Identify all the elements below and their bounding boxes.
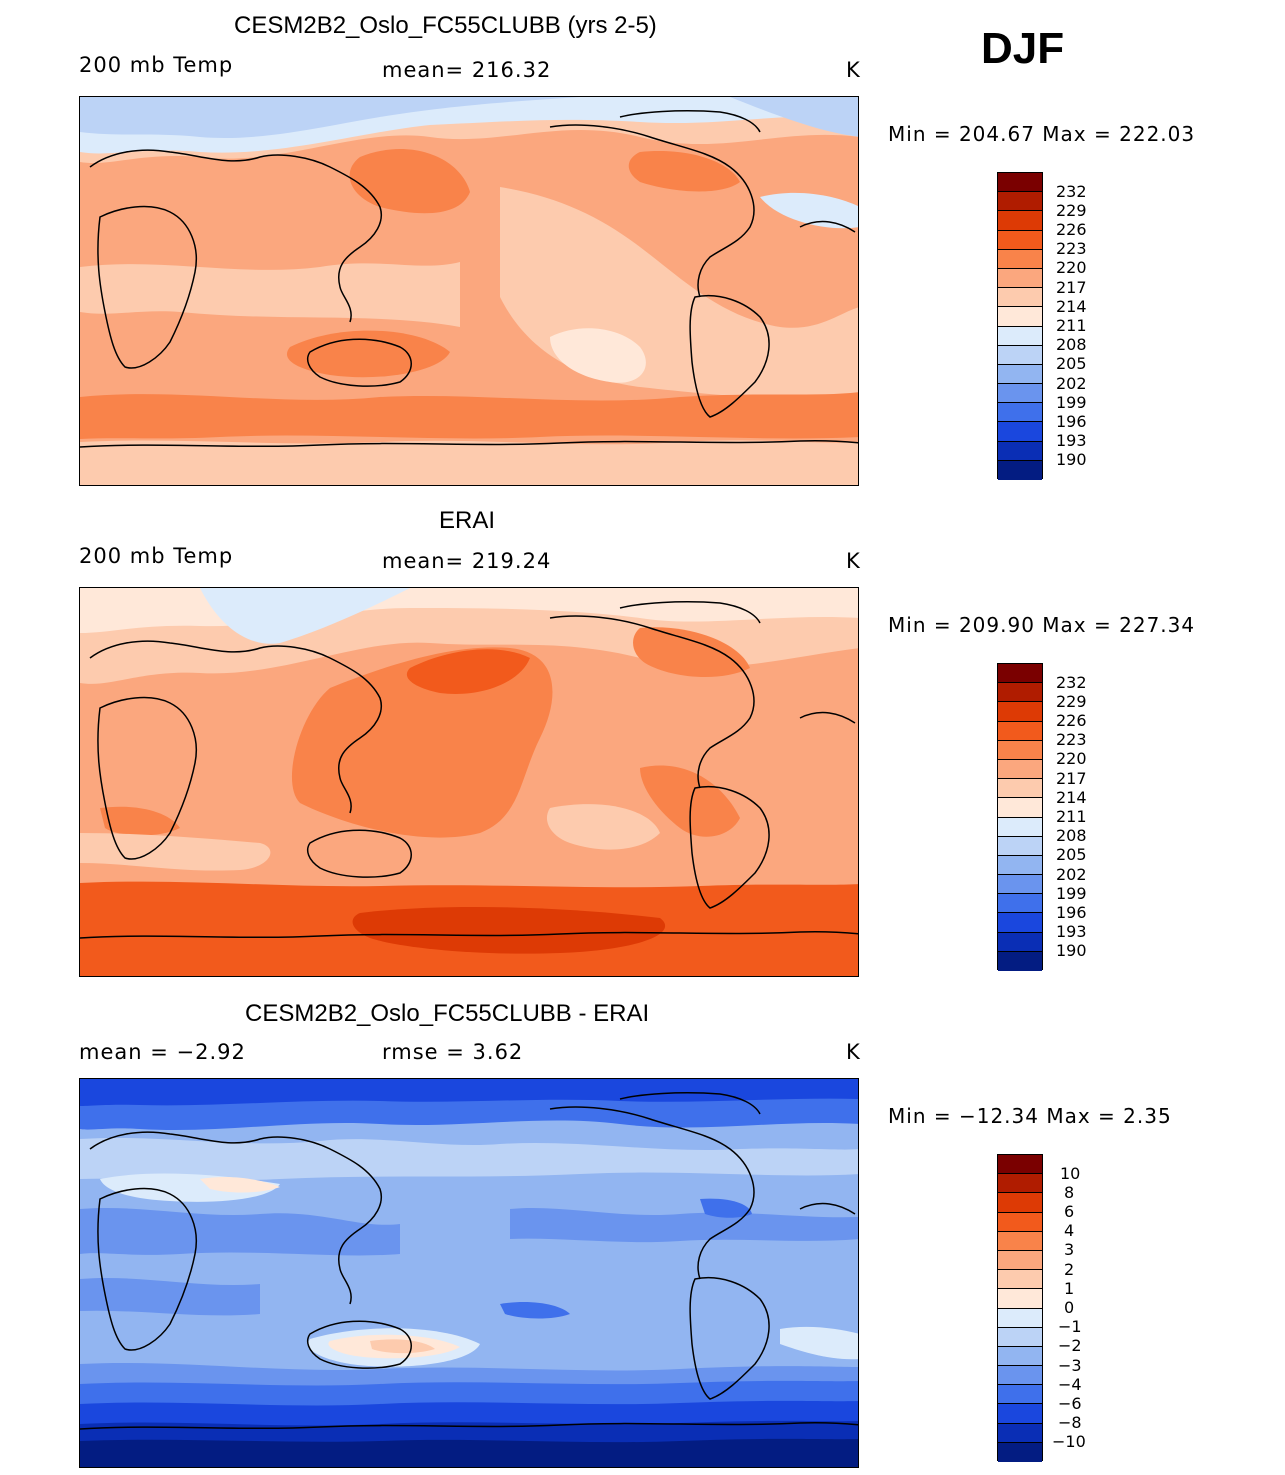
panel1-title: CESM2B2_Oslo_FC55CLUBB (yrs 2-5) bbox=[234, 12, 657, 39]
panel2-minmax: Min = 209.90 Max = 227.34 bbox=[888, 613, 1196, 637]
colorbar-tick: 199 bbox=[1056, 393, 1087, 412]
panel2-units-label: K bbox=[846, 549, 861, 573]
colorbar-tick: 205 bbox=[1056, 354, 1087, 373]
colorbar-tick: 232 bbox=[1056, 182, 1087, 201]
panel2-title: ERAI bbox=[439, 507, 496, 534]
colorbar-tick: 0 bbox=[1064, 1298, 1075, 1317]
colorbar-tick: 196 bbox=[1056, 412, 1087, 431]
panel2-variable-label: 200 mb Temp bbox=[79, 544, 234, 568]
colorbar-tick: 193 bbox=[1056, 922, 1087, 941]
panel2-map bbox=[79, 587, 859, 977]
panel1-mean-label: mean= 216.32 bbox=[382, 58, 552, 82]
panel1-minmax: Min = 204.67 Max = 222.03 bbox=[888, 122, 1196, 146]
panel3-mean-label: mean = −2.92 bbox=[79, 1040, 246, 1064]
colorbar-tick: 202 bbox=[1056, 374, 1087, 393]
colorbar-tick: 2 bbox=[1064, 1260, 1075, 1279]
colorbar-tick: 10 bbox=[1060, 1164, 1081, 1183]
colorbar-tick: −2 bbox=[1058, 1336, 1082, 1355]
panel3-minmax: Min = −12.34 Max = 2.35 bbox=[888, 1104, 1172, 1128]
panel3-colorbar bbox=[997, 1154, 1043, 1462]
colorbar-tick: 208 bbox=[1056, 826, 1087, 845]
colorbar-tick: 190 bbox=[1056, 941, 1087, 960]
colorbar-tick: 190 bbox=[1056, 450, 1087, 469]
panel1-units-label: K bbox=[846, 58, 861, 82]
colorbar-tick: −3 bbox=[1058, 1356, 1082, 1375]
panel3-units-label: K bbox=[846, 1040, 861, 1064]
colorbar-tick: 8 bbox=[1064, 1183, 1075, 1202]
colorbar-tick: 208 bbox=[1056, 335, 1087, 354]
colorbar-tick: 1 bbox=[1064, 1279, 1075, 1298]
panel3-rmse-label: rmse = 3.62 bbox=[382, 1040, 524, 1064]
colorbar-tick: 211 bbox=[1056, 316, 1087, 335]
colorbar-tick: 6 bbox=[1064, 1202, 1075, 1221]
colorbar-tick: 211 bbox=[1056, 807, 1087, 826]
colorbar-tick: 229 bbox=[1056, 692, 1087, 711]
colorbar-tick: 217 bbox=[1056, 769, 1087, 788]
panel3-title: CESM2B2_Oslo_FC55CLUBB - ERAI bbox=[245, 1000, 650, 1027]
colorbar-tick: −6 bbox=[1058, 1394, 1082, 1413]
colorbar-tick: 220 bbox=[1056, 258, 1087, 277]
colorbar-tick: 232 bbox=[1056, 673, 1087, 692]
colorbar-tick: 214 bbox=[1056, 788, 1087, 807]
colorbar-tick: 193 bbox=[1056, 431, 1087, 450]
panel2-colorbar bbox=[997, 663, 1043, 971]
colorbar-tick: −4 bbox=[1058, 1375, 1082, 1394]
colorbar-tick: 3 bbox=[1064, 1240, 1075, 1259]
panel3-map bbox=[79, 1078, 859, 1468]
panel2-mean-label: mean= 219.24 bbox=[382, 549, 552, 573]
colorbar-tick: 202 bbox=[1056, 865, 1087, 884]
colorbar-tick: 4 bbox=[1064, 1221, 1075, 1240]
colorbar-tick: 205 bbox=[1056, 845, 1087, 864]
panel1-variable-label: 200 mb Temp bbox=[79, 53, 234, 77]
season-label: DJF bbox=[981, 24, 1065, 73]
colorbar-tick: 223 bbox=[1056, 239, 1087, 258]
colorbar-tick: 217 bbox=[1056, 278, 1087, 297]
colorbar-tick: −1 bbox=[1058, 1317, 1082, 1336]
colorbar-tick: 220 bbox=[1056, 749, 1087, 768]
colorbar-tick: 196 bbox=[1056, 903, 1087, 922]
colorbar-tick: 223 bbox=[1056, 730, 1087, 749]
panel1-colorbar bbox=[997, 172, 1043, 480]
colorbar-tick: 199 bbox=[1056, 884, 1087, 903]
panel1-map bbox=[79, 96, 859, 486]
colorbar-tick: 226 bbox=[1056, 220, 1087, 239]
colorbar-tick: 226 bbox=[1056, 711, 1087, 730]
colorbar-tick: −8 bbox=[1058, 1413, 1082, 1432]
colorbar-tick: −10 bbox=[1052, 1432, 1086, 1451]
colorbar-tick: 214 bbox=[1056, 297, 1087, 316]
colorbar-tick: 229 bbox=[1056, 201, 1087, 220]
